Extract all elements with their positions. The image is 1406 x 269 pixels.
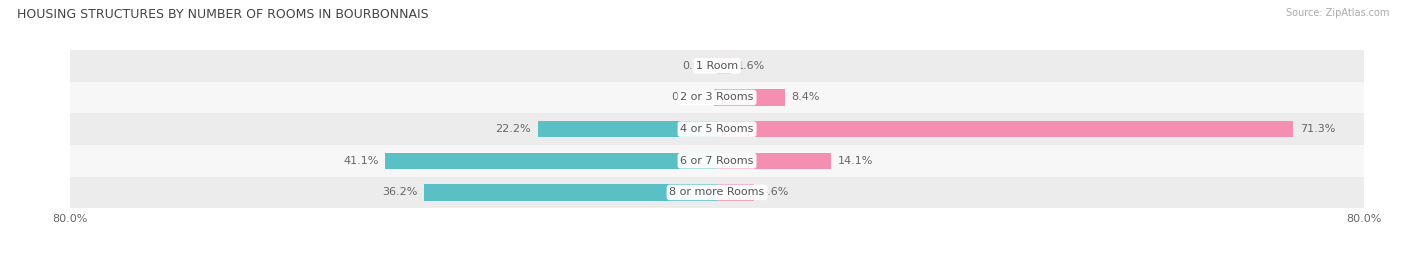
Text: 1 Room: 1 Room <box>696 61 738 71</box>
Text: 41.1%: 41.1% <box>343 156 378 166</box>
Bar <box>70 176 1364 208</box>
Text: 0.0%: 0.0% <box>682 61 710 71</box>
Bar <box>425 184 717 201</box>
Text: 8 or more Rooms: 8 or more Rooms <box>669 187 765 197</box>
Bar <box>713 89 717 106</box>
Text: 4 or 5 Rooms: 4 or 5 Rooms <box>681 124 754 134</box>
Bar <box>717 153 831 169</box>
Text: 4.6%: 4.6% <box>761 187 789 197</box>
Text: 71.3%: 71.3% <box>1301 124 1336 134</box>
Bar <box>70 50 1364 82</box>
Text: 36.2%: 36.2% <box>382 187 418 197</box>
Text: 6 or 7 Rooms: 6 or 7 Rooms <box>681 156 754 166</box>
Bar <box>717 121 1294 137</box>
Legend: Owner-occupied, Renter-occupied: Owner-occupied, Renter-occupied <box>589 266 845 269</box>
Bar <box>385 153 717 169</box>
Bar <box>70 113 1364 145</box>
Bar <box>70 145 1364 176</box>
Bar <box>70 82 1364 113</box>
Text: 22.2%: 22.2% <box>495 124 531 134</box>
Bar <box>717 89 785 106</box>
Bar <box>717 184 754 201</box>
Text: 1.6%: 1.6% <box>737 61 765 71</box>
Text: 8.4%: 8.4% <box>792 93 820 102</box>
Text: 0.44%: 0.44% <box>672 93 707 102</box>
Bar <box>717 58 730 74</box>
Text: HOUSING STRUCTURES BY NUMBER OF ROOMS IN BOURBONNAIS: HOUSING STRUCTURES BY NUMBER OF ROOMS IN… <box>17 8 429 21</box>
Text: Source: ZipAtlas.com: Source: ZipAtlas.com <box>1285 8 1389 18</box>
Text: 14.1%: 14.1% <box>838 156 873 166</box>
Text: 2 or 3 Rooms: 2 or 3 Rooms <box>681 93 754 102</box>
Bar <box>537 121 717 137</box>
